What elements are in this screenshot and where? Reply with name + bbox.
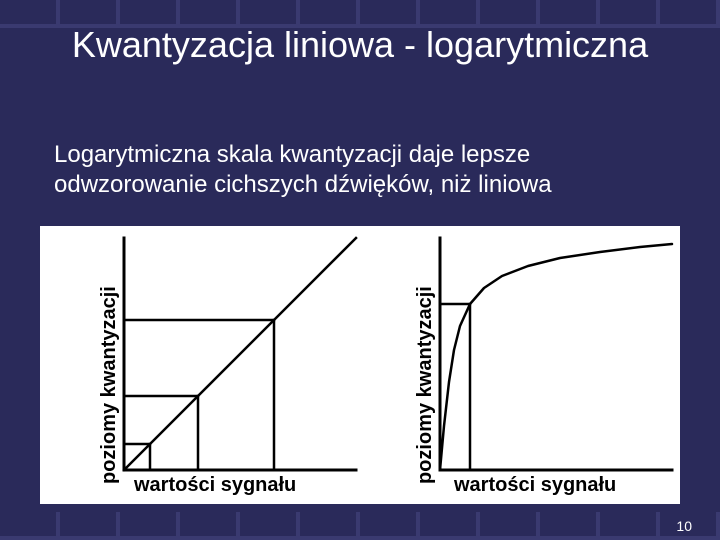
border-bottom [0,512,720,540]
right-chart-ylabel: poziomy kwantyzacji [414,286,437,484]
figure-panel: poziomy kwantyzacji wartości sygnału poz… [40,226,680,504]
slide-title: Kwantyzacja liniowa - logarytmiczna [0,24,720,65]
slide: Kwantyzacja liniowa - logarytmiczna Loga… [0,0,720,540]
slide-body-text: Logarytmiczna skala kwantyzacji daje lep… [54,140,674,200]
figure-svg [40,226,680,504]
right-chart-xlabel: wartości sygnału [454,474,616,497]
left-chart-xlabel: wartości sygnału [134,474,296,497]
left-chart-ylabel: poziomy kwantyzacji [98,286,121,484]
page-number: 10 [676,518,692,534]
